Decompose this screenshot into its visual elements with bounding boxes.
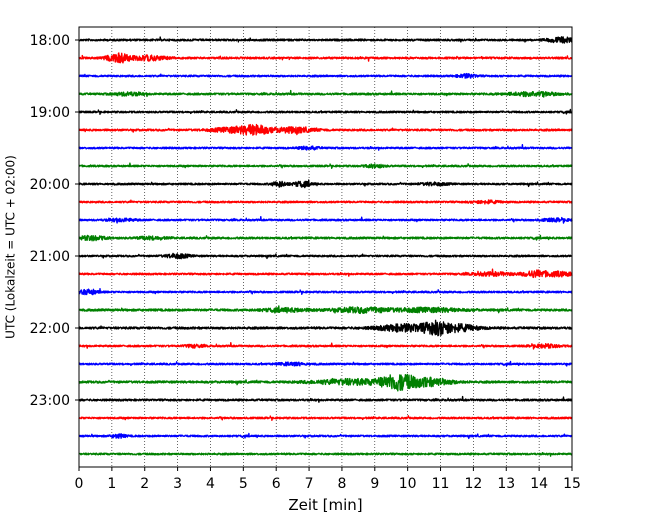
trace-1930 [78, 143, 573, 151]
x-tick-label: 10 [399, 476, 417, 492]
x-axis-label: Zeit [min] [288, 496, 362, 514]
trace-1830 [78, 72, 573, 79]
x-tick-label: 1 [107, 476, 116, 492]
y-tick-label: 23:00 [30, 393, 70, 409]
trace-2115 [78, 268, 573, 279]
x-tick-label: 8 [337, 476, 346, 492]
y-tick-label: 21:00 [30, 249, 70, 265]
x-tick-label: 13 [497, 476, 515, 492]
trace-1915 [78, 123, 573, 136]
trace-2300 [78, 395, 573, 403]
x-tick-label: 11 [432, 476, 450, 492]
trace-2145 [78, 305, 573, 315]
trace-2315 [78, 415, 573, 422]
trace-2015 [78, 199, 573, 205]
x-tick-label: 7 [305, 476, 314, 492]
trace-2000 [78, 179, 573, 189]
x-tick-label: 0 [75, 476, 84, 492]
trace-2230 [78, 360, 573, 367]
y-tick-label: 18:00 [30, 33, 70, 49]
trace-1845 [78, 89, 573, 98]
x-tick-label: 14 [530, 476, 548, 492]
y-axis-label: UTC (Lokalzeit = UTC + 02:00) [4, 155, 18, 339]
y-tick-label: 20:00 [30, 177, 70, 193]
trace-2200 [78, 319, 573, 337]
trace-2245 [78, 373, 573, 392]
x-tick-label: 9 [370, 476, 379, 492]
x-tick-label: 15 [563, 476, 581, 492]
trace-2215 [78, 341, 573, 350]
y-tick-label: 19:00 [30, 105, 70, 121]
trace-2330 [78, 432, 573, 440]
trace-1815 [78, 52, 573, 64]
trace-1900 [78, 108, 573, 116]
seismogram-traces [78, 36, 573, 457]
trace-2345 [78, 451, 573, 457]
x-tick-label: 4 [206, 476, 215, 492]
x-tick-label: 3 [173, 476, 182, 492]
x-axis-ticks: 0 1 2 3 4 5 6 7 8 9 10 11 12 13 14 15 [75, 467, 581, 492]
trace-2100 [78, 252, 573, 260]
x-tick-label: 5 [239, 476, 248, 492]
plot-frame [78, 26, 573, 468]
trace-1945 [78, 162, 573, 170]
y-tick-label: 22:00 [30, 321, 70, 337]
trace-1800 [78, 36, 573, 44]
trace-2030 [78, 215, 573, 224]
x-tick-label: 12 [464, 476, 482, 492]
x-tick-label: 6 [272, 476, 281, 492]
y-axis-ticks: 18:00 19:00 20:00 21:00 22:00 23:00 [30, 33, 79, 409]
x-tick-label: 2 [140, 476, 149, 492]
trace-2045 [78, 234, 573, 242]
trace-2130 [78, 287, 573, 296]
